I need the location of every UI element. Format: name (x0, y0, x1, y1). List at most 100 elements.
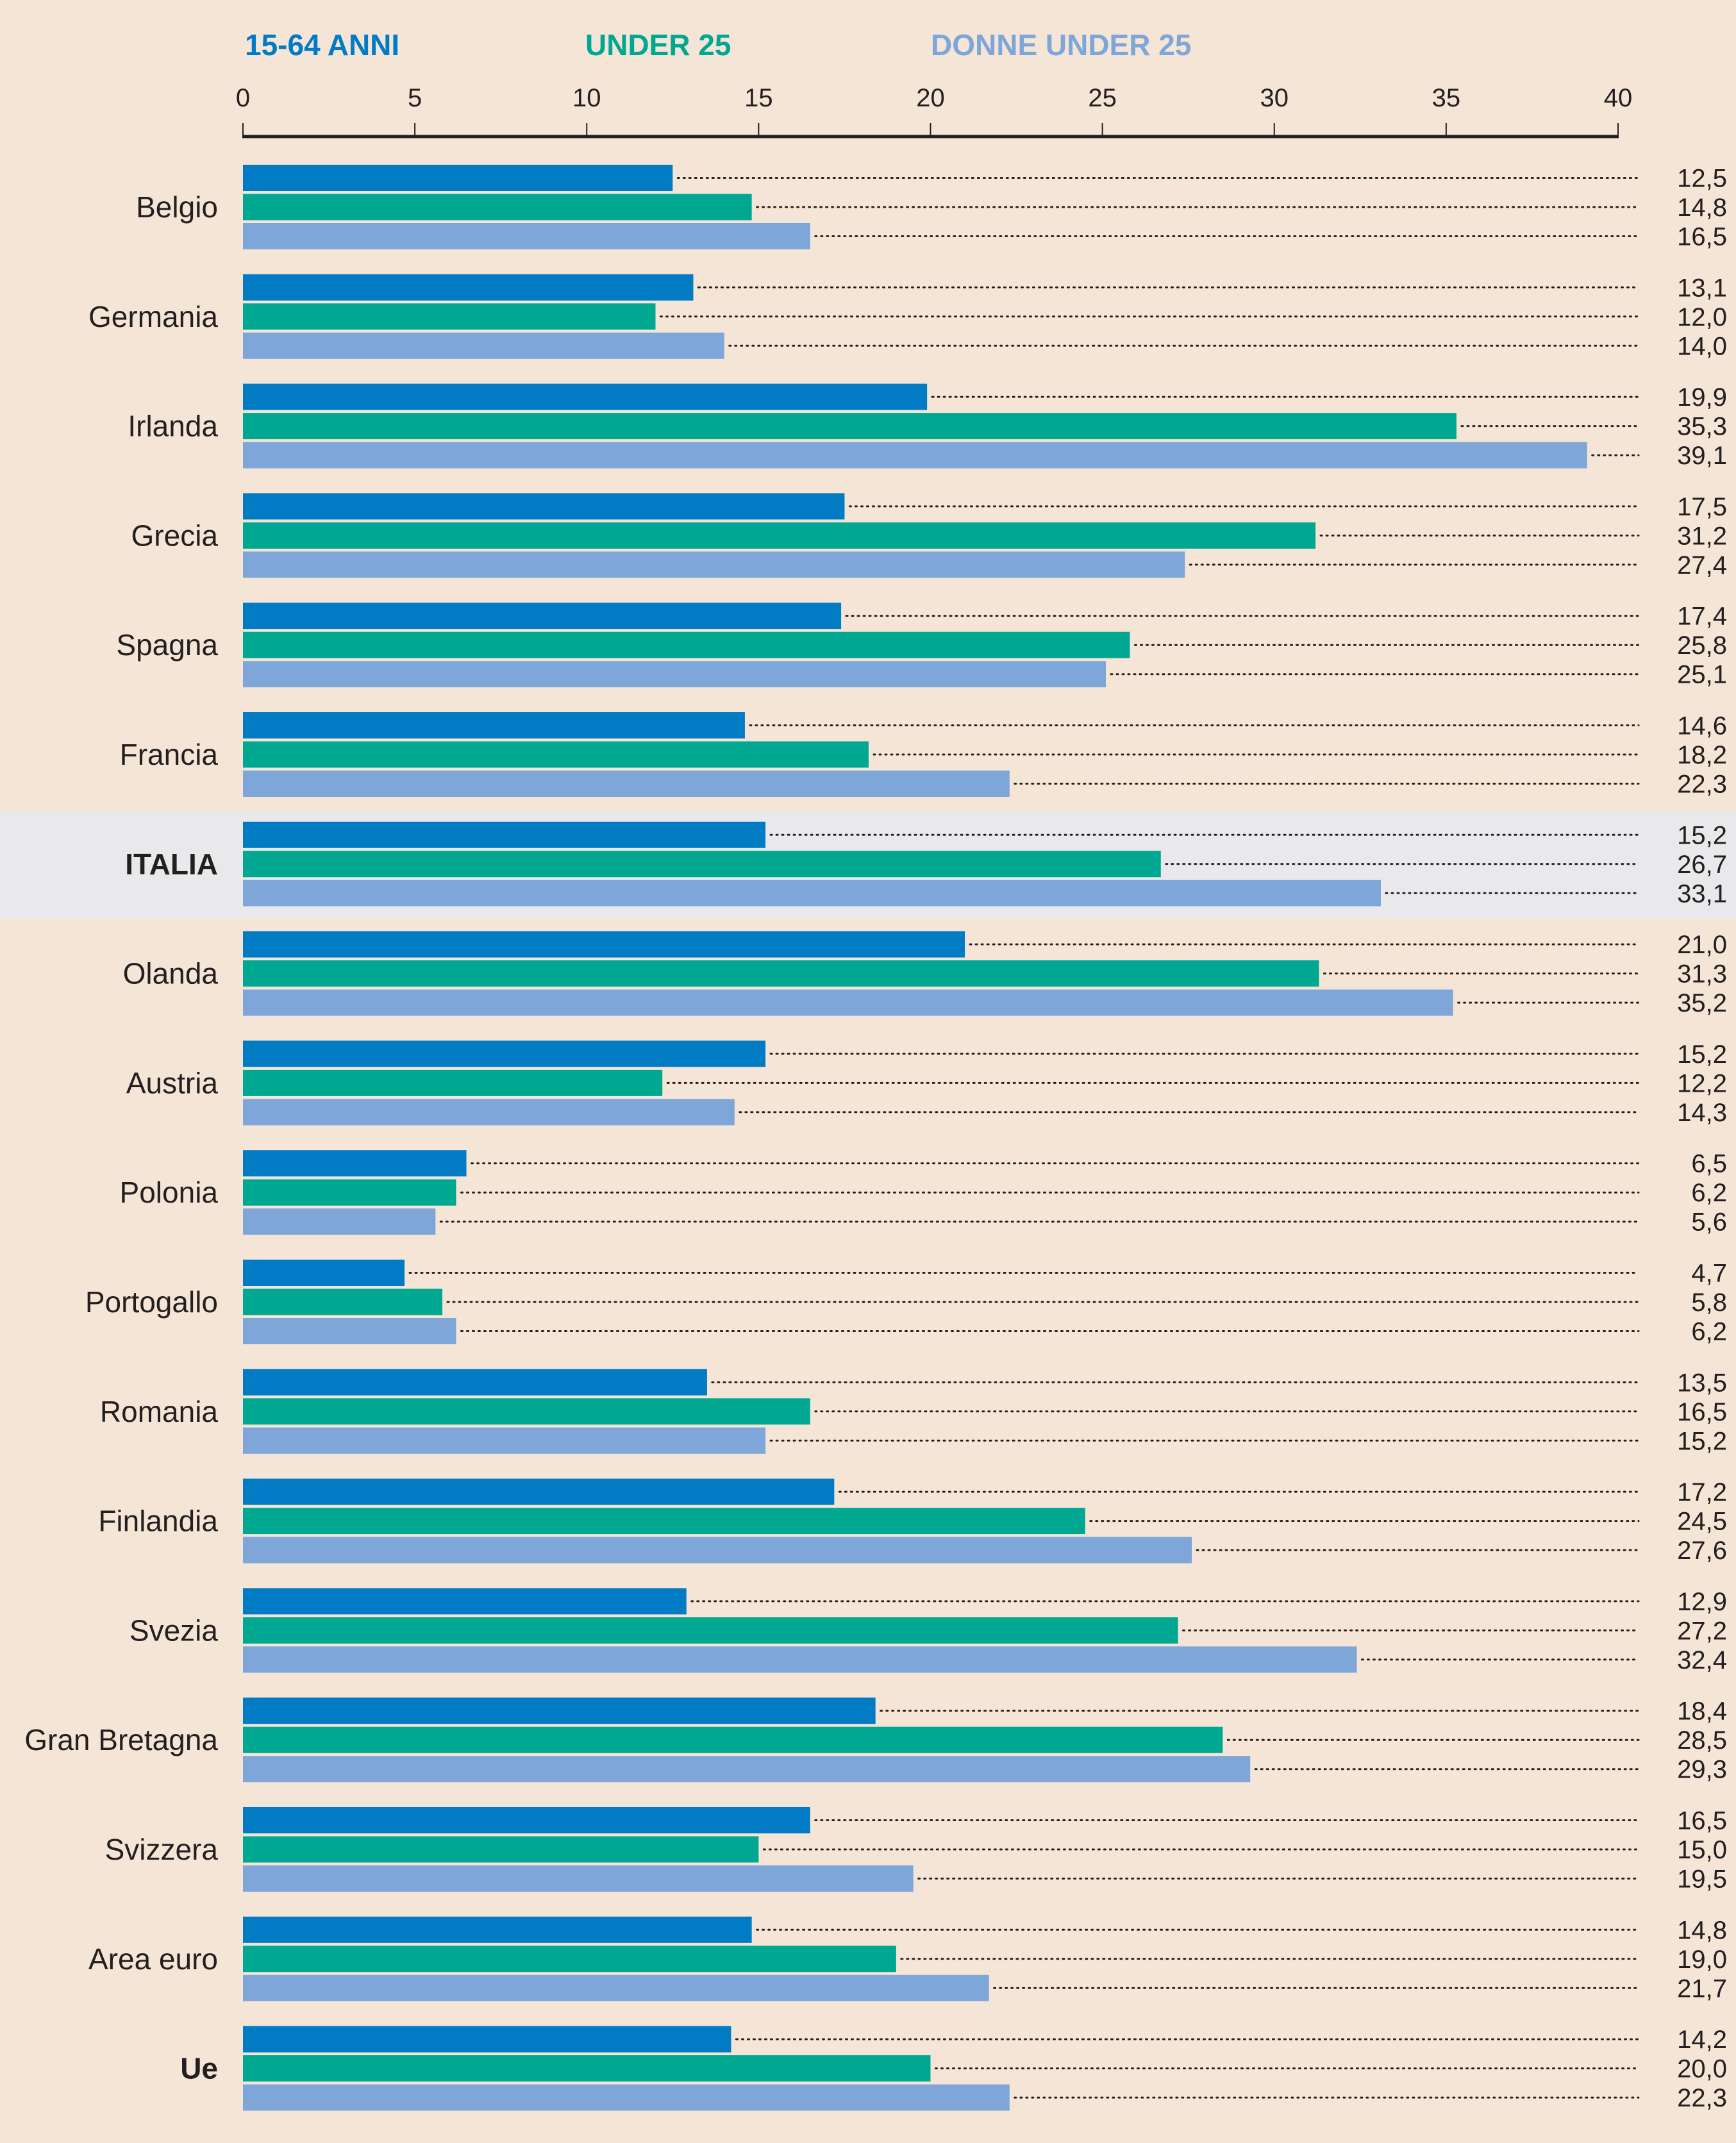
bar-group: Gran Bretagna 18,428,529,3 (24, 1697, 1727, 1784)
bar (243, 442, 1587, 469)
bar (243, 661, 1106, 688)
data-label: 17,4 (1677, 603, 1727, 631)
bar (243, 165, 673, 191)
bar (243, 960, 1319, 987)
data-label: 27,2 (1677, 1617, 1727, 1645)
data-label: 19,9 (1677, 383, 1727, 412)
data-label: 5,6 (1691, 1208, 1727, 1237)
bar (243, 413, 1456, 440)
bar-group: Grecia 17,531,227,4 (131, 493, 1727, 580)
data-label: 13,5 (1677, 1369, 1727, 1397)
bar (243, 1478, 835, 1505)
bar (243, 383, 928, 410)
bar-group: Irlanda 19,935,339,1 (128, 383, 1727, 470)
bar (243, 1916, 752, 1943)
x-tick-label: 5 (408, 84, 422, 112)
bar (243, 1150, 467, 1177)
category-label: Svezia (129, 1614, 218, 1647)
data-label: 27,6 (1677, 1537, 1727, 1565)
bar (243, 274, 694, 301)
data-label: 18,2 (1677, 741, 1727, 769)
data-label: 12,2 (1677, 1069, 1727, 1097)
bar (243, 880, 1381, 906)
bar (243, 332, 724, 359)
category-label: ITALIA (125, 847, 218, 881)
bar (243, 1865, 914, 1892)
bar (243, 1369, 707, 1396)
data-label: 19,5 (1677, 1865, 1727, 1894)
category-label: Area euro (88, 1942, 218, 1976)
bar (243, 603, 842, 630)
bar (243, 1726, 1223, 1753)
x-tick-label: 25 (1088, 84, 1117, 112)
bar (243, 1069, 663, 1096)
data-label: 4,7 (1691, 1260, 1727, 1288)
bar (243, 712, 745, 738)
bar (243, 989, 1453, 1016)
data-label: 35,2 (1677, 989, 1727, 1017)
bar-group: Francia 14,618,222,3 (120, 712, 1727, 799)
category-label: Irlanda (128, 410, 218, 443)
bar (243, 1974, 989, 2001)
bar (243, 1508, 1085, 1535)
data-label: 13,1 (1677, 274, 1727, 302)
data-label: 20,0 (1677, 2055, 1727, 2083)
bar (243, 2026, 731, 2053)
data-label: 39,1 (1677, 442, 1727, 470)
category-label: Francia (120, 738, 219, 771)
data-label: 5,8 (1691, 1288, 1727, 1317)
category-label: Grecia (131, 519, 219, 552)
bar (243, 1588, 687, 1615)
bar (243, 2055, 931, 2082)
bar (243, 522, 1316, 549)
data-label: 15,0 (1677, 1836, 1727, 1864)
data-label: 16,5 (1677, 1398, 1727, 1426)
data-label: 29,3 (1677, 1756, 1727, 1784)
legend-item-donne-under-25: DONNE UNDER 25 (931, 28, 1191, 62)
category-label: Germania (88, 300, 218, 333)
bar (243, 821, 766, 848)
bar (243, 1288, 443, 1315)
bar-group: ITALIA 15,226,733,1 (125, 821, 1727, 908)
category-label: Svizzera (105, 1833, 219, 1866)
data-label: 24,5 (1677, 1508, 1727, 1536)
bar (243, 1697, 876, 1724)
bar (243, 551, 1185, 578)
data-label: 22,3 (1677, 771, 1727, 799)
data-label: 17,5 (1677, 493, 1727, 521)
bar-groups: Belgio12,514,816,5Germania13,112,014,0Ir… (24, 165, 1727, 2113)
data-label: 14,8 (1677, 194, 1727, 222)
data-label: 14,2 (1677, 2026, 1727, 2054)
data-label: 15,2 (1677, 1040, 1727, 1069)
data-label: 16,5 (1677, 223, 1727, 251)
bar-group: Portogallo 4,75,86,2 (85, 1260, 1727, 1346)
data-label: 32,4 (1677, 1646, 1727, 1674)
legend: 15-64 ANNI UNDER 25 DONNE UNDER 25 (245, 28, 1191, 62)
data-label: 28,5 (1677, 1726, 1727, 1755)
x-tick-label: 15 (744, 84, 773, 112)
bar (243, 1427, 766, 1454)
bar (243, 1756, 1251, 1783)
data-label: 22,3 (1677, 2084, 1727, 2112)
bar (243, 741, 869, 768)
data-label: 25,1 (1677, 661, 1727, 689)
bar (243, 1807, 810, 1833)
bar (243, 1617, 1178, 1644)
data-label: 6,2 (1691, 1318, 1727, 1346)
bar (243, 223, 810, 249)
bar (243, 771, 1010, 797)
bar (243, 631, 1130, 658)
data-label: 31,3 (1677, 960, 1727, 988)
legend-item-15-64-anni: 15-64 ANNI (245, 28, 399, 62)
bar (243, 1946, 896, 1972)
data-label: 14,6 (1677, 712, 1727, 740)
data-label: 21,7 (1677, 1974, 1727, 2003)
bar-group: Belgio 12,514,816,5 (136, 165, 1727, 251)
category-label: Ue (180, 2052, 218, 2085)
bar (243, 1398, 810, 1425)
bar (243, 303, 656, 330)
x-axis: 0 5 10 15 20 25 30 35 40 (236, 84, 1632, 138)
bar (243, 1836, 759, 1863)
bar-group: Polonia 6,56,25,6 (120, 1150, 1727, 1237)
x-tick-label: 35 (1432, 84, 1461, 112)
